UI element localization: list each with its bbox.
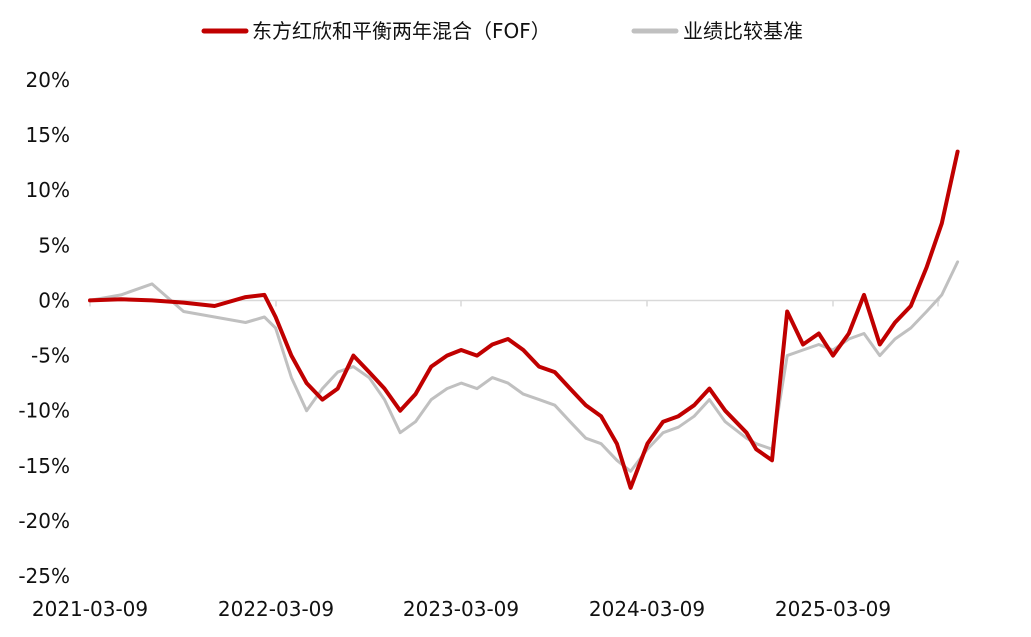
legend-label-fund: 东方红欣和平衡两年混合（FOF） xyxy=(252,19,551,43)
y-tick-label: -10% xyxy=(18,399,70,423)
x-tick-label: 2022-03-09 xyxy=(218,597,334,621)
y-tick-label: 10% xyxy=(26,178,70,202)
legend: 东方红欣和平衡两年混合（FOF） 业绩比较基准 xyxy=(201,19,803,43)
x-tick-label: 2023-03-09 xyxy=(403,597,519,621)
y-tick-label: -15% xyxy=(18,454,70,478)
series-line-benchmark xyxy=(88,260,960,473)
legend-label-benchmark: 业绩比较基准 xyxy=(683,19,803,43)
y-tick-label: -25% xyxy=(18,564,70,588)
y-axis-tick-labels: 20% 15% 10% 5% 0% -5% -10% -15% -20% -25% xyxy=(18,68,70,588)
series-layer xyxy=(88,149,960,490)
y-tick-label: -20% xyxy=(18,509,70,533)
x-tick-label: 2021-03-09 xyxy=(32,597,148,621)
y-tick-label: 15% xyxy=(26,123,70,147)
x-tick-label: 2024-03-09 xyxy=(589,597,705,621)
y-tick-label: -5% xyxy=(31,344,70,368)
y-tick-label: 0% xyxy=(38,288,70,312)
series-line-fund xyxy=(88,149,960,490)
x-tick-label: 2025-03-09 xyxy=(775,597,891,621)
y-tick-label: 20% xyxy=(26,68,70,92)
x-axis: 2021-03-09 2022-03-09 2023-03-09 2024-03-09… xyxy=(32,299,940,621)
y-tick-label: 5% xyxy=(38,233,70,257)
